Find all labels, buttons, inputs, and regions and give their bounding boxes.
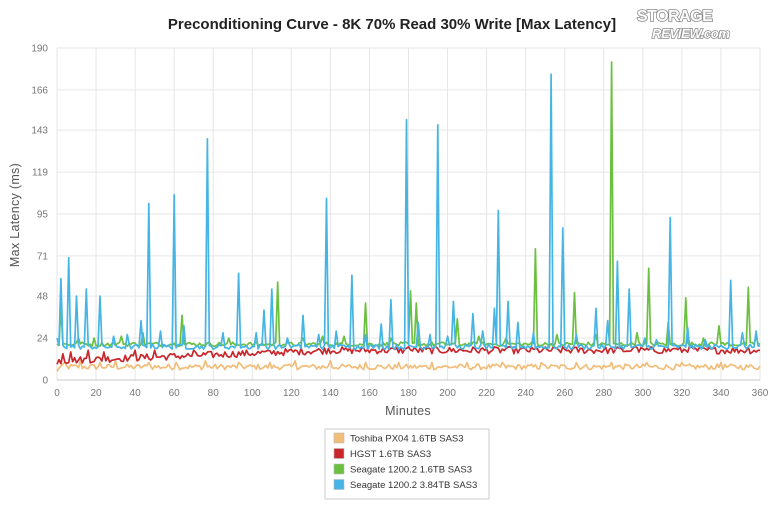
logo-text-top: STORAGE: [637, 8, 713, 25]
legend-label: HGST 1.6TB SAS3: [350, 449, 431, 460]
chart-title: Preconditioning Curve - 8K 70% Read 30% …: [168, 16, 616, 33]
y-tick-label: 48: [37, 292, 49, 303]
x-tick-label: 180: [400, 388, 417, 399]
y-tick-label: 95: [37, 210, 49, 221]
y-tick-label: 190: [31, 44, 48, 55]
x-axis-label: Minutes: [385, 404, 431, 418]
x-tick-label: 40: [130, 388, 142, 399]
x-tick-label: 360: [752, 388, 769, 399]
legend-label: Toshiba PX04 1.6TB SAS3: [350, 434, 464, 445]
legend-label: Seagate 1200.2 1.6TB SAS3: [350, 465, 472, 476]
x-tick-label: 240: [517, 388, 534, 399]
legend-swatch: [333, 479, 345, 490]
legend-swatch: [333, 448, 345, 459]
y-tick-label: 166: [31, 85, 48, 96]
logo-text-bottom: REVIEW.com: [652, 26, 730, 41]
x-tick-label: 100: [244, 388, 261, 399]
legend-entries: Toshiba PX04 1.6TB SAS3 HGST 1.6TB SAS3 Se…: [333, 432, 477, 491]
storagereview-logo: STORAGE REVIEW.com: [636, 7, 731, 42]
x-tick-label: 340: [713, 388, 730, 399]
x-tick-label: 60: [169, 388, 181, 399]
y-tick-label: 0: [42, 376, 48, 387]
legend-box: [324, 428, 490, 500]
x-tick-label: 220: [478, 388, 495, 399]
x-tick-label: 0: [54, 388, 60, 399]
legend-swatch: [333, 463, 345, 475]
x-tick-label: 260: [556, 388, 573, 399]
x-tick-label: 140: [322, 388, 339, 399]
y-axis-label: Max Latency (ms): [8, 163, 22, 267]
x-tick-label: 20: [90, 388, 102, 399]
x-tick-label: 320: [674, 388, 691, 399]
chart-series: [56, 61, 761, 372]
x-tick-label: 160: [361, 388, 378, 399]
x-tick-label: 80: [208, 388, 220, 399]
series-line-toshiba-px04-1-6tb-sas3: [56, 359, 761, 372]
y-tick-label: 71: [37, 251, 49, 262]
series-line-seagate-1200-2-3-84tb-sas3: [56, 73, 761, 351]
y-axis-tick-labels: 0 24 48 71 95 119 143 166 190: [31, 44, 48, 387]
y-tick-label: 119: [32, 168, 48, 179]
x-tick-label: 300: [634, 388, 651, 399]
x-axis-tick-labels: 0 20 40 60 80 100 120 140 160 180 200 220 240 260 280 3…: [54, 388, 769, 399]
x-tick-label: 120: [283, 388, 300, 399]
legend-swatch: [333, 432, 345, 444]
x-tick-label: 200: [439, 388, 456, 399]
series-line-hgst-1-6tb-sas3: [56, 344, 760, 365]
x-tick-label: 280: [595, 388, 612, 399]
legend-label: Seagate 1200.2 3.84TB SAS3: [350, 480, 477, 491]
y-tick-label: 24: [37, 334, 49, 345]
chart-legend: Toshiba PX04 1.6TB SAS3 HGST 1.6TB SAS3 Se…: [324, 428, 490, 500]
y-tick-label: 143: [31, 126, 48, 137]
